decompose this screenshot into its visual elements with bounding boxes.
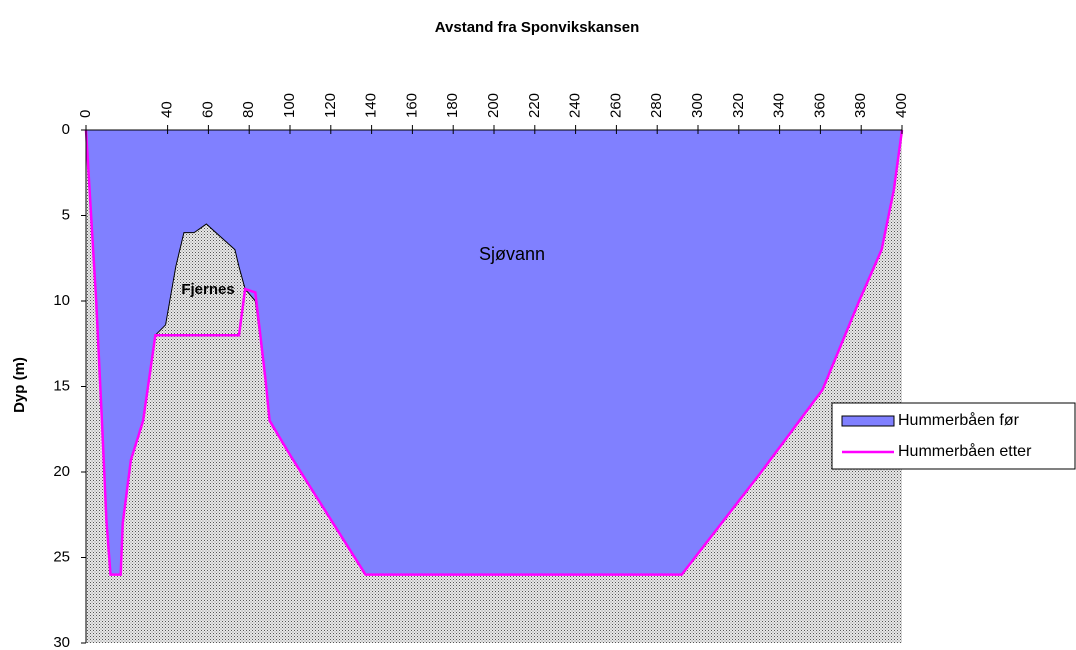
x-tick-label: 180 bbox=[444, 93, 461, 118]
x-tick-label: 220 bbox=[526, 93, 543, 118]
x-tick-label: 280 bbox=[648, 93, 665, 118]
x-tick-label: 0 bbox=[77, 110, 94, 118]
y-tick-label: 30 bbox=[53, 634, 70, 650]
y-tick-label: 25 bbox=[53, 548, 70, 565]
x-tick-label: 360 bbox=[811, 93, 828, 118]
y-tick-label: 10 bbox=[53, 292, 70, 309]
x-tick-label: 300 bbox=[689, 93, 706, 118]
x-tick-label: 200 bbox=[485, 93, 502, 118]
line bbox=[84, 129, 904, 576]
x-tick-label: 260 bbox=[607, 93, 624, 118]
x-tick-label: 40 bbox=[159, 101, 176, 118]
y-tick-label: 20 bbox=[53, 463, 70, 480]
y-tick-label: 0 bbox=[62, 121, 70, 138]
legend-label: Hummerbåen etter bbox=[898, 442, 1032, 460]
x-tick-label: 60 bbox=[199, 101, 216, 118]
legend: Hummerbåen før Hummerbåen etter bbox=[831, 402, 1076, 470]
x-tick-label: 400 bbox=[893, 93, 910, 118]
x-tick-label: 120 bbox=[322, 93, 339, 118]
x-tick-label: 240 bbox=[567, 93, 584, 118]
chart-title: Avstand fra Sponvikskansen bbox=[435, 19, 640, 36]
x-tick-label: 380 bbox=[852, 93, 869, 118]
y-tick-label: 15 bbox=[53, 377, 70, 394]
x-tick-label: 80 bbox=[240, 101, 257, 118]
x-tick-label: 160 bbox=[403, 93, 420, 118]
annotation: Fjernes bbox=[181, 281, 234, 298]
x-tick-label: 100 bbox=[281, 93, 298, 118]
legend-label: Hummerbåen før bbox=[898, 411, 1020, 429]
legend-box bbox=[831, 402, 1076, 470]
y-axis-label: Dyp (m) bbox=[11, 357, 28, 413]
legend-swatch bbox=[841, 415, 895, 427]
y-tick-label: 5 bbox=[62, 206, 70, 223]
annotation: Sjøvann bbox=[479, 244, 545, 264]
x-tick-label: 320 bbox=[730, 93, 747, 118]
x-tick-label: 340 bbox=[771, 93, 788, 118]
x-tick-label: 140 bbox=[363, 93, 380, 118]
